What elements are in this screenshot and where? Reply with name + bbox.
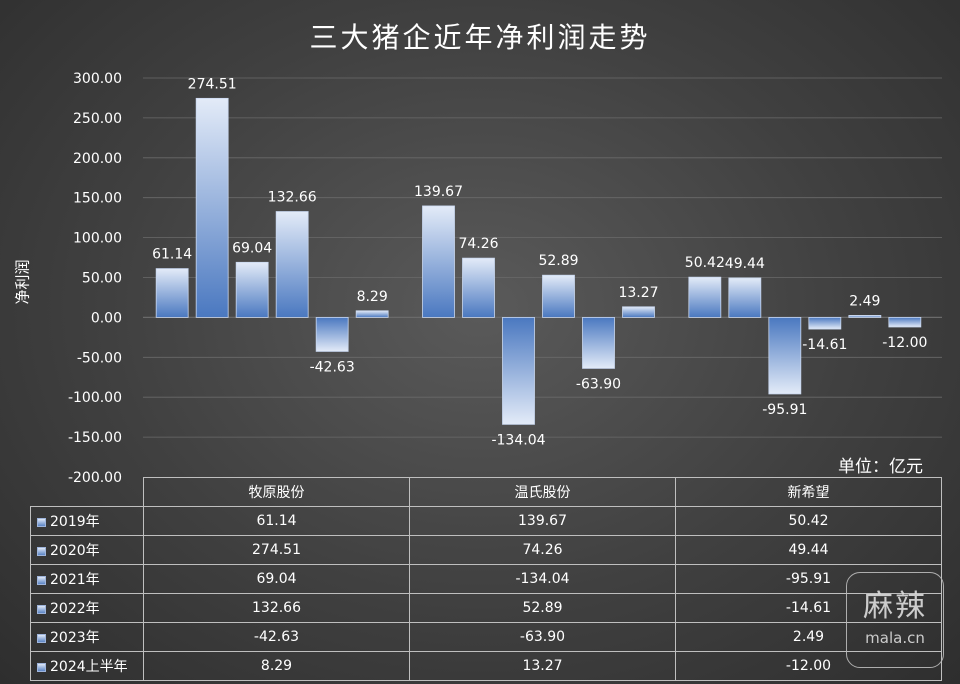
table-cell: 49.44 — [675, 535, 942, 565]
table-row: 2020年 274.51 74.26 49.44 — [30, 535, 942, 565]
data-label: 132.66 — [268, 190, 317, 206]
watermark-text: 麻辣 — [863, 589, 927, 624]
y-tick-label: 200.00 — [73, 151, 122, 167]
table-cell: -12.00 — [675, 651, 942, 681]
bar — [275, 211, 309, 318]
legend-entry: 2021年 — [30, 564, 144, 594]
watermark-logo: 麻辣 mala.cn — [846, 572, 944, 668]
table-row: 2023年 -42.63 -63.90 2.49 — [30, 622, 942, 652]
bar — [768, 316, 802, 395]
y-tick-label: 150.00 — [73, 191, 122, 207]
bar — [355, 310, 389, 318]
data-label: 69.04 — [232, 240, 272, 256]
bar — [808, 316, 842, 330]
bar — [622, 306, 655, 318]
table-corner — [30, 477, 144, 507]
data-label: 49.44 — [725, 256, 765, 272]
legend-label: 2021年 — [50, 572, 100, 588]
legend-label: 2020年 — [50, 543, 100, 559]
data-label: 8.29 — [357, 289, 388, 305]
chart-title: 三大猪企近年净利润走势 — [309, 21, 651, 54]
table-cell: 8.29 — [143, 651, 410, 681]
table-cell: 132.66 — [143, 593, 410, 623]
y-tick-label: 50.00 — [82, 271, 122, 287]
y-tick-label: -150.00 — [68, 430, 122, 446]
table-row: 2019年 61.14 139.67 50.42 — [30, 506, 942, 536]
table-cell: 13.27 — [409, 651, 676, 681]
legend-label: 2022年 — [50, 601, 100, 617]
data-label: 74.26 — [458, 236, 498, 252]
y-tick-label: 100.00 — [73, 231, 122, 247]
bar — [315, 316, 349, 352]
data-label: -14.61 — [802, 337, 847, 353]
table-row: 2024上半年 8.29 13.27 -12.00 — [30, 651, 942, 681]
data-label: 50.42 — [685, 255, 725, 271]
table-cell: -134.04 — [409, 564, 676, 594]
table-cell: 69.04 — [143, 564, 410, 594]
bar — [462, 257, 495, 318]
data-label: 13.27 — [618, 285, 658, 301]
bar — [688, 276, 722, 318]
table-row: 2022年 132.66 52.89 -14.61 — [30, 593, 942, 623]
legend-swatch — [37, 633, 46, 643]
table-header-cell: 温氏股份 — [409, 477, 676, 507]
legend-entry: 2023年 — [30, 622, 144, 652]
legend-swatch — [37, 546, 46, 556]
legend-swatch — [37, 517, 46, 527]
bar — [195, 97, 229, 318]
data-label: -12.00 — [882, 335, 927, 351]
data-label: -134.04 — [491, 432, 545, 448]
table-cell: 139.67 — [409, 506, 676, 536]
table-header-cell: 新希望 — [675, 477, 942, 507]
bar — [888, 316, 922, 328]
data-label: -95.91 — [762, 402, 807, 418]
y-tick-label: -50.00 — [77, 350, 122, 366]
bar — [235, 261, 269, 318]
bar — [582, 316, 615, 369]
y-tick-label: 0.00 — [91, 310, 122, 326]
legend-swatch — [37, 575, 46, 585]
data-label: -42.63 — [310, 359, 355, 375]
data-label: 2.49 — [849, 293, 880, 309]
table-cell: -63.90 — [409, 622, 676, 652]
table-cell: 274.51 — [143, 535, 410, 565]
data-label: 52.89 — [538, 253, 578, 269]
legend-swatch — [37, 662, 46, 672]
legend-label: 2019年 — [50, 514, 100, 530]
y-tick-label: 300.00 — [73, 71, 122, 87]
y-tick-label: -100.00 — [68, 390, 122, 406]
table-cell: 52.89 — [409, 593, 676, 623]
bar — [155, 268, 189, 318]
legend-swatch — [37, 604, 46, 614]
data-label: 61.14 — [152, 247, 192, 263]
table-cell: 50.42 — [675, 506, 942, 536]
table-header-row: 牧原股份 温氏股份 新希望 — [30, 477, 942, 507]
table-cell: 61.14 — [143, 506, 410, 536]
table-header-cell: 牧原股份 — [143, 477, 410, 507]
legend-entry: 2022年 — [30, 593, 144, 623]
legend-entry: 2019年 — [30, 506, 144, 536]
table-cell: -42.63 — [143, 622, 410, 652]
table-row: 2021年 69.04 -134.04 -95.91 — [30, 564, 942, 594]
table-cell: 74.26 — [409, 535, 676, 565]
legend-entry: 2020年 — [30, 535, 144, 565]
bar — [422, 205, 455, 318]
bar — [728, 277, 762, 318]
legend-label: 2024上半年 — [50, 659, 128, 675]
bar — [542, 274, 575, 318]
unit-label: 单位：亿元 — [838, 457, 923, 477]
table-cell: -95.91 — [675, 564, 942, 594]
bar — [502, 316, 535, 425]
data-label: 139.67 — [414, 184, 463, 200]
bar — [848, 315, 882, 318]
data-label: -63.90 — [576, 376, 621, 392]
legend-entry: 2024上半年 — [30, 651, 144, 681]
data-label: 274.51 — [188, 76, 237, 92]
y-tick-label: 250.00 — [73, 111, 122, 127]
legend-label: 2023年 — [50, 630, 100, 646]
watermark-domain: mala.cn — [865, 629, 925, 647]
data-table: 牧原股份 温氏股份 新希望 2019年 61.14 139.67 50.42 2… — [30, 477, 942, 681]
